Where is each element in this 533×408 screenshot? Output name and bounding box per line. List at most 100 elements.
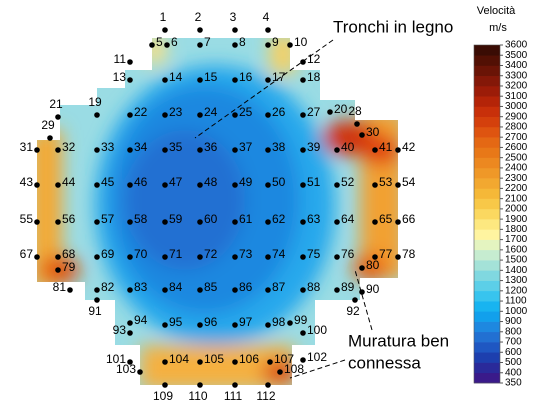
measure-point (265, 254, 271, 260)
point-label: 13 (113, 70, 127, 84)
colorbar-tick-label: 3400 (505, 60, 528, 71)
point-label: 104 (169, 352, 189, 366)
measure-point (162, 382, 168, 388)
measure-point (197, 147, 203, 153)
colorbar-tick-label: 3200 (505, 81, 528, 92)
measure-point (327, 109, 333, 115)
measure-point (265, 322, 271, 328)
point-label: 58 (134, 212, 148, 226)
measure-point (232, 77, 238, 83)
point-label: 37 (239, 140, 253, 154)
measure-point (232, 42, 238, 48)
measure-point (265, 27, 271, 33)
measure-point (334, 254, 340, 260)
measure-point (232, 254, 238, 260)
colorbar-level (474, 85, 500, 97)
point-label: 65 (379, 212, 393, 226)
point-label: 23 (169, 105, 183, 119)
measure-point (300, 254, 306, 260)
colorbar-tick-label: 800 (505, 326, 522, 337)
point-label: 72 (204, 247, 218, 261)
measure-point (300, 357, 306, 363)
measure-point (162, 359, 168, 365)
point-label: 68 (62, 247, 76, 261)
colorbar-level (474, 331, 500, 343)
measure-point (127, 147, 133, 153)
point-label: 82 (101, 280, 115, 294)
point-label: 67 (20, 247, 34, 261)
point-label: 30 (366, 125, 380, 139)
measure-point (265, 287, 271, 293)
point-label: 79 (62, 260, 76, 274)
colorbar-tick-label: 2200 (505, 183, 528, 194)
measure-point (197, 254, 203, 260)
colorbar-tick-label: 1600 (505, 244, 528, 255)
colorbar-tick-label: 2100 (505, 193, 528, 204)
colorbar-tick-label: 500 (505, 357, 522, 368)
point-label: 64 (341, 212, 355, 226)
colorbar-level (474, 270, 500, 281)
measure-point (67, 287, 73, 293)
colorbar-level (474, 208, 500, 220)
point-label: 105 (204, 352, 224, 366)
point-label: 97 (239, 315, 253, 329)
point-label: 73 (239, 247, 253, 261)
measure-point (162, 219, 168, 225)
measure-point (334, 182, 340, 188)
point-label: 25 (239, 105, 253, 119)
point-label: 62 (272, 212, 286, 226)
colorbar-level (474, 372, 500, 384)
colorbar-tick-label: 400 (505, 367, 522, 378)
point-label: 22 (134, 105, 148, 119)
measure-point (300, 182, 306, 188)
colorbar-level (474, 229, 500, 240)
measure-point (127, 182, 133, 188)
point-label: 31 (20, 140, 34, 154)
point-label: 5 (156, 35, 163, 49)
measure-point (232, 27, 238, 33)
measure-point (162, 322, 168, 328)
point-label: 26 (272, 105, 286, 119)
measure-point (94, 219, 100, 225)
measure-point (197, 287, 203, 293)
measure-point (354, 121, 360, 127)
colorbar-level (474, 65, 500, 77)
measure-point (34, 182, 40, 188)
measure-point (300, 147, 306, 153)
measure-point (164, 42, 170, 48)
measure-point (352, 297, 358, 303)
colorbar-tick-label: 1400 (505, 265, 528, 276)
colorbar-tick-label: 2000 (505, 204, 528, 215)
point-label: 53 (379, 175, 393, 189)
measure-point (300, 287, 306, 293)
measure-point (287, 320, 293, 326)
point-label: 34 (134, 140, 148, 154)
point-label: 46 (134, 175, 148, 189)
point-label: 12 (307, 52, 321, 66)
point-label: 15 (204, 70, 218, 84)
point-label: 2 (195, 10, 202, 24)
colorbar-frame (473, 44, 501, 384)
point-label: 94 (134, 313, 148, 327)
colorbar-tick-label: 1900 (505, 214, 528, 225)
point-label: 109 (153, 389, 173, 403)
point-label: 98 (272, 315, 286, 329)
colorbar-tick-label: 700 (505, 337, 522, 348)
measure-point (334, 147, 340, 153)
point-label: 20 (334, 102, 348, 116)
measure-point (55, 267, 61, 273)
point-label: 101 (106, 352, 126, 366)
point-label: 54 (402, 175, 416, 189)
annotation: Muratura ben (348, 331, 449, 350)
point-label: 6 (171, 35, 178, 49)
measure-point (395, 182, 401, 188)
point-label: 11 (114, 52, 127, 66)
measure-point (395, 254, 401, 260)
point-label: 52 (341, 175, 355, 189)
measure-point (197, 359, 203, 365)
point-label: 45 (101, 175, 115, 189)
measure-point (127, 59, 133, 65)
colorbar-tick-label: 1500 (505, 255, 528, 266)
colorbar-tick-label: 2900 (505, 111, 528, 122)
